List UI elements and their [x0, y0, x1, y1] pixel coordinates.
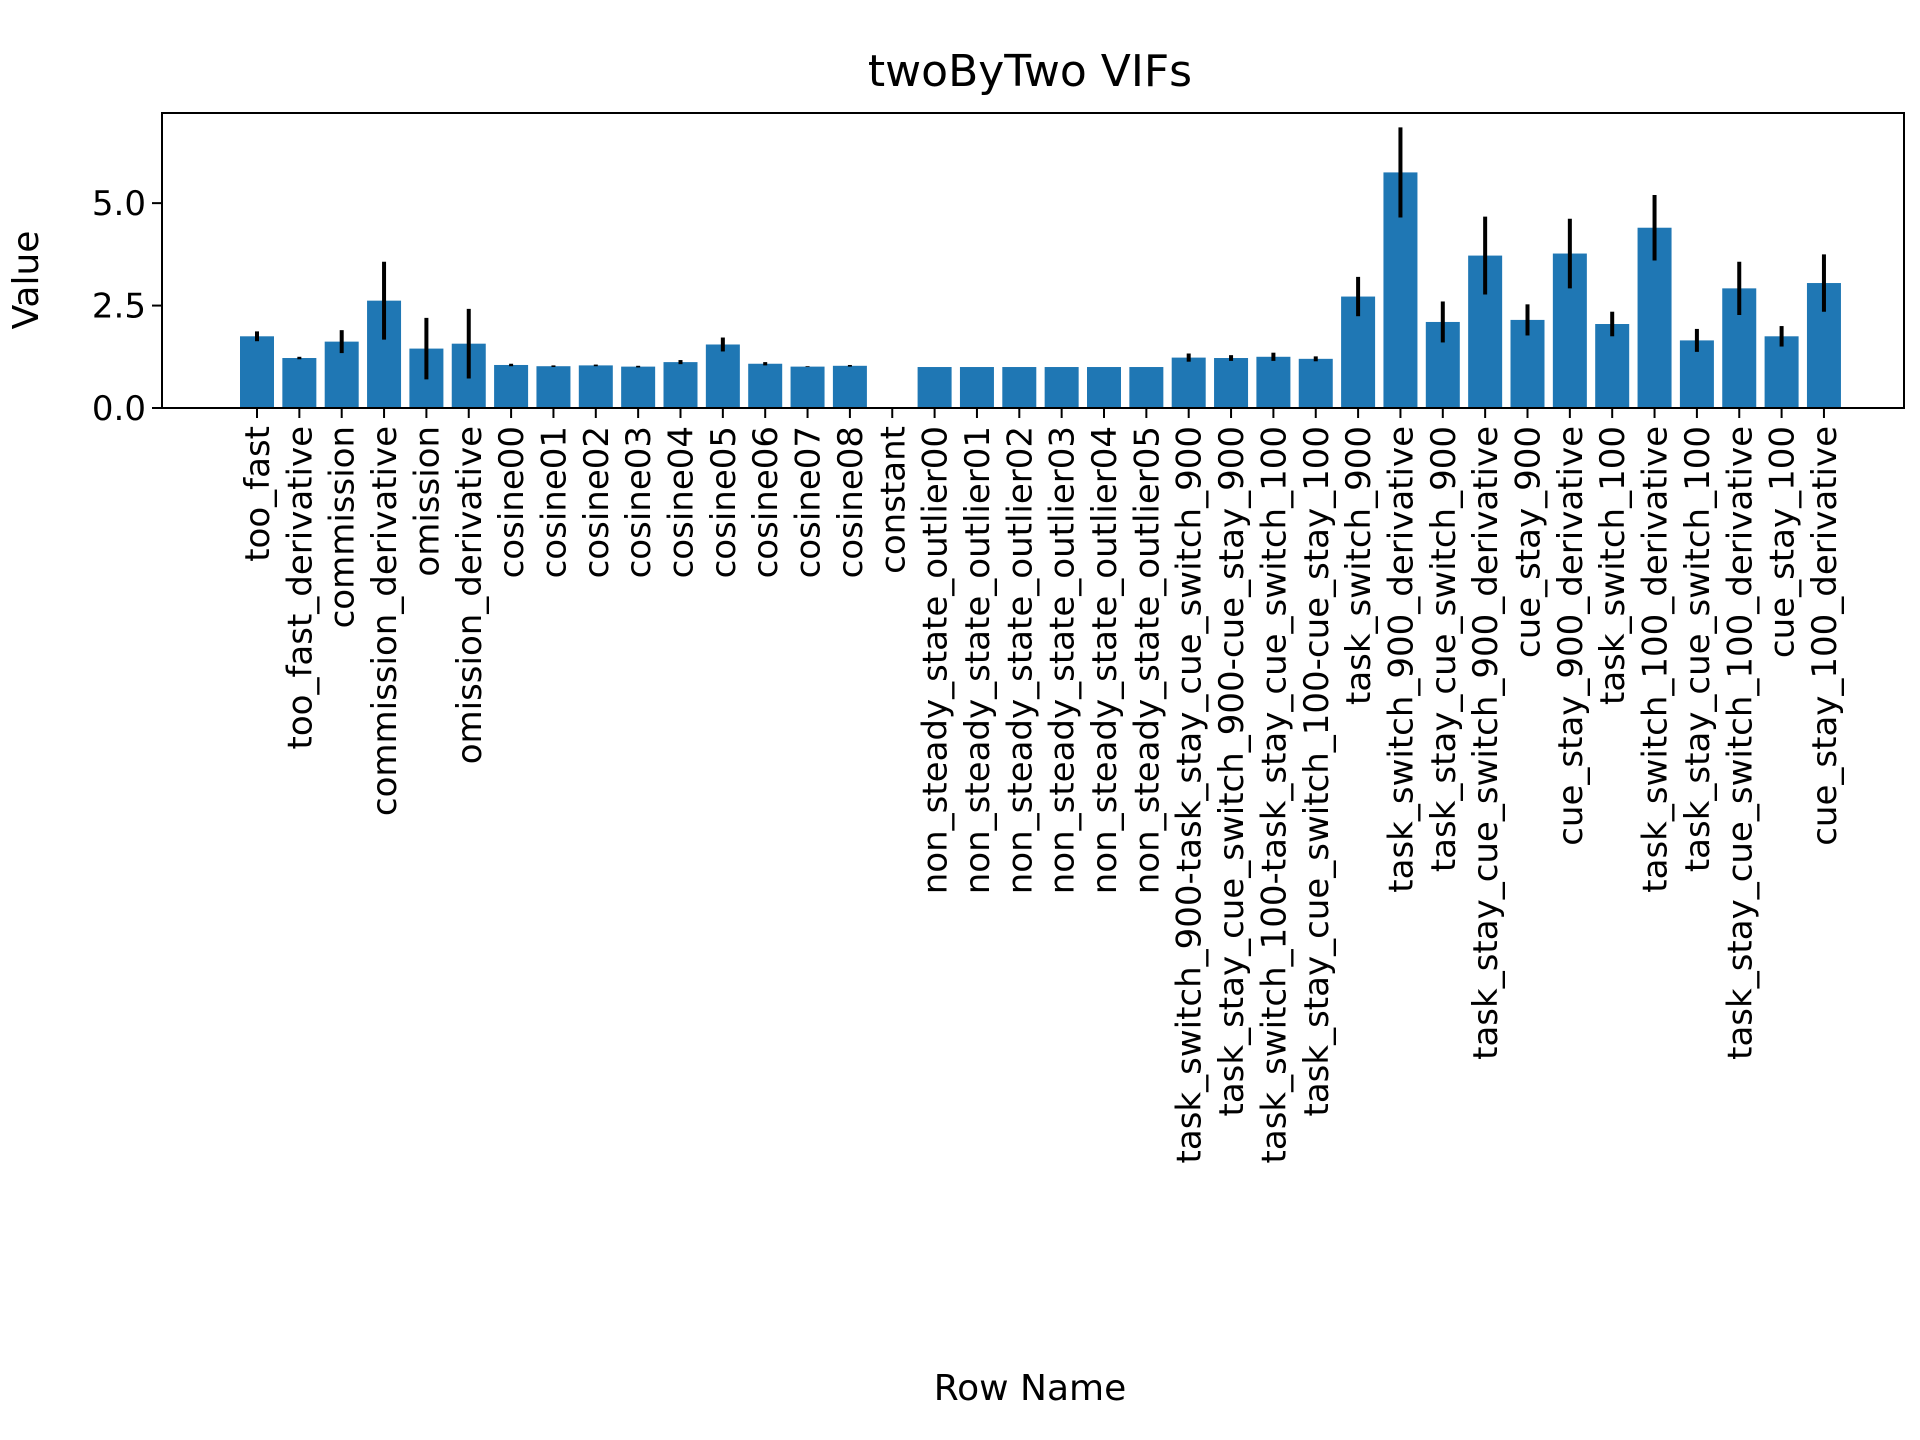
x-tick-label-task_stay_cue_switch_100-cue_stay_100: task_stay_cue_switch_100-cue_stay_100: [1297, 426, 1337, 1117]
x-tick-label-commission_derivative: commission_derivative: [365, 426, 405, 816]
x-tick-label-omission_derivative: omission_derivative: [450, 426, 490, 764]
x-tick-label-cosine01: cosine01: [534, 426, 574, 578]
bar-non_steady_state_outlier00: [917, 367, 952, 408]
bar-too_fast_derivative: [282, 358, 317, 408]
bar-task_stay_cue_switch_900-cue_stay_900: [1214, 358, 1249, 408]
y-tick-label-0: 0.0: [92, 389, 146, 429]
x-tick-label-task_switch_900-task_stay_cue_switch_900: task_switch_900-task_stay_cue_switch_900: [1170, 426, 1210, 1163]
x-axis-title: Row Name: [934, 1368, 1127, 1409]
x-tick-label-non_steady_state_outlier05: non_steady_state_outlier05: [1127, 426, 1167, 894]
x-tick-label-cosine03: cosine03: [619, 426, 659, 578]
x-tick-label-cosine00: cosine00: [492, 426, 532, 578]
x-tick-label-task_switch_100: task_switch_100: [1593, 426, 1633, 705]
x-tick-label-cosine06: cosine06: [746, 426, 786, 578]
x-tick-label-task_stay_cue_switch_100_derivative: task_stay_cue_switch_100_derivative: [1720, 426, 1760, 1060]
x-tick-label-cosine08: cosine08: [831, 426, 871, 578]
x-tick-label-constant: constant: [873, 426, 913, 574]
x-tick-label-task_stay_cue_switch_100: task_stay_cue_switch_100: [1678, 426, 1718, 872]
x-tick-label-task_switch_900: task_switch_900: [1339, 426, 1379, 705]
x-tick-label-cosine02: cosine02: [577, 426, 617, 578]
bar-too_fast: [240, 336, 274, 408]
x-tick-label-cosine07: cosine07: [789, 426, 829, 578]
bar-cosine04: [663, 362, 698, 408]
x-tick-label-commission: commission: [323, 426, 363, 628]
x-tick-label-too_fast: too_fast: [238, 426, 278, 562]
x-tick-label-non_steady_state_outlier02: non_steady_state_outlier02: [1000, 426, 1040, 894]
plot-frame: [161, 112, 1905, 409]
bar-non_steady_state_outlier03: [1044, 367, 1079, 408]
bar-non_steady_state_outlier05: [1129, 367, 1164, 408]
x-tick-label-cosine05: cosine05: [704, 426, 744, 578]
x-tick-label-non_steady_state_outlier03: non_steady_state_outlier03: [1043, 426, 1083, 894]
x-tick-label-non_steady_state_outlier00: non_steady_state_outlier00: [916, 426, 956, 894]
x-tick-label-cue_stay_100: cue_stay_100: [1763, 426, 1803, 658]
bar-cosine07: [790, 366, 825, 408]
x-tick-label-non_steady_state_outlier04: non_steady_state_outlier04: [1085, 426, 1125, 894]
x-tick-label-task_stay_cue_switch_900_derivative: task_stay_cue_switch_900_derivative: [1466, 426, 1506, 1060]
bar-cosine01: [536, 366, 571, 408]
bar-cosine03: [621, 366, 656, 408]
bar-cosine06: [748, 363, 783, 408]
bar-task_switch_100: [1595, 324, 1630, 408]
x-tick-label-task_stay_cue_switch_900-cue_stay_900: task_stay_cue_switch_900-cue_stay_900: [1212, 426, 1252, 1117]
bar-non_steady_state_outlier02: [1002, 367, 1037, 408]
bar-cosine05: [705, 344, 740, 408]
x-tick-label-too_fast_derivative: too_fast_derivative: [280, 426, 320, 749]
x-tick-label-task_switch_900_derivative: task_switch_900_derivative: [1381, 426, 1421, 893]
x-tick-label-cue_stay_100_derivative: cue_stay_100_derivative: [1805, 426, 1845, 846]
x-tick-label-task_switch_100_derivative: task_switch_100_derivative: [1636, 426, 1676, 893]
bar-non_steady_state_outlier01: [959, 367, 994, 408]
x-tick-label-omission: omission: [407, 426, 447, 577]
x-tick-label-cue_stay_900: cue_stay_900: [1509, 426, 1549, 658]
bar-task_stay_cue_switch_100-cue_stay_100: [1298, 358, 1333, 408]
y-tick-label-1: 2.5: [92, 287, 146, 327]
x-tick-label-task_switch_100-task_stay_cue_switch_100: task_switch_100-task_stay_cue_switch_100: [1254, 426, 1294, 1163]
bar-cue_stay_100: [1764, 336, 1799, 408]
bar-cosine02: [578, 365, 613, 408]
bar-task_switch_900-task_stay_cue_switch_900: [1171, 357, 1206, 408]
x-tick-label-cosine04: cosine04: [662, 426, 702, 578]
y-axis-title: Value: [6, 231, 47, 330]
chart-title: twoByTwo VIFs: [868, 46, 1192, 97]
y-tick-label-2: 5.0: [92, 184, 146, 224]
bar-cosine08: [832, 365, 867, 408]
bar-task_switch_100-task_stay_cue_switch_100: [1256, 356, 1291, 408]
x-tick-label-non_steady_state_outlier01: non_steady_state_outlier01: [958, 426, 998, 894]
bar-non_steady_state_outlier04: [1087, 367, 1121, 408]
x-tick-label-cue_stay_900_derivative: cue_stay_900_derivative: [1551, 426, 1591, 846]
x-tick-label-task_stay_cue_switch_900: task_stay_cue_switch_900: [1424, 426, 1464, 872]
bar-cosine00: [494, 364, 529, 408]
